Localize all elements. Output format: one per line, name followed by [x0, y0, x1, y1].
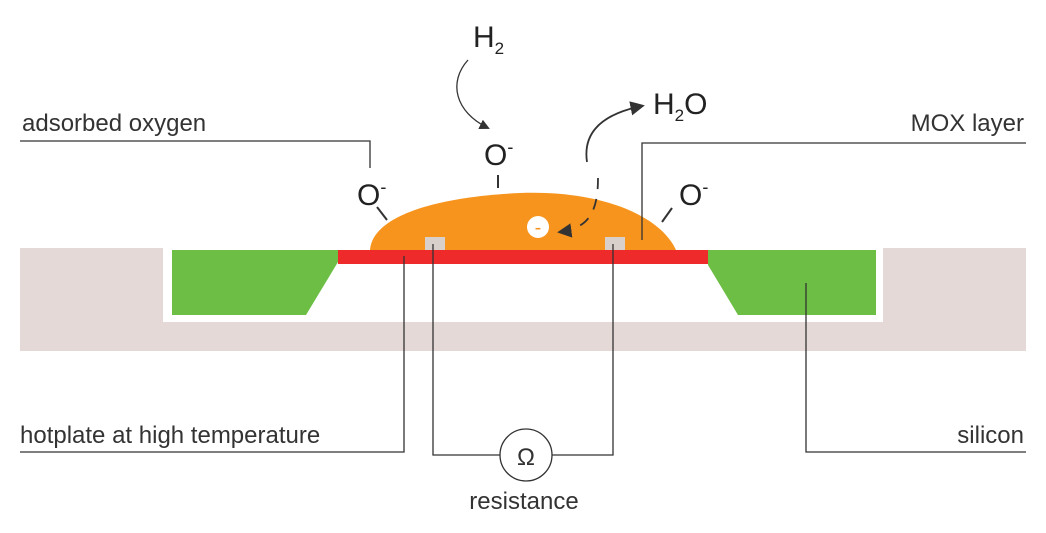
- h2o-label: H2O: [653, 88, 707, 125]
- oxygen-ion-left: O-: [357, 177, 386, 212]
- label-mox-layer: MOX layer: [911, 110, 1024, 137]
- ohmmeter-icon: [499, 428, 553, 482]
- h2-label: H2: [473, 21, 504, 58]
- ohm-symbol: Ω: [517, 444, 535, 471]
- label-resistance: resistance: [469, 488, 578, 515]
- label-hotplate: hotplate at high temperature: [20, 422, 320, 449]
- substrate-block: [20, 248, 1026, 351]
- silicon-block-left: [172, 250, 338, 315]
- silicon-block-right: [708, 250, 876, 315]
- leader-hotplate: [20, 256, 405, 453]
- mox-layer: [370, 192, 676, 250]
- circuit-wire-right: [552, 244, 614, 456]
- electrode-right: [605, 237, 625, 250]
- h2o-arrow: [585, 101, 645, 163]
- label-adsorbed-oxygen: adsorbed oxygen: [22, 110, 206, 137]
- hotplate: [338, 250, 708, 264]
- leader-mox-layer: [641, 142, 1026, 240]
- h2-arrow: [456, 59, 490, 130]
- electron-path-arrow: [557, 177, 599, 238]
- circuit-wire-left: [432, 244, 500, 456]
- label-silicon: silicon: [957, 422, 1024, 449]
- electron-sign: -: [535, 217, 542, 239]
- oxygen-tick-left: [376, 206, 388, 221]
- electrode-left: [425, 237, 445, 250]
- oxygen-ion-right: O-: [679, 177, 708, 212]
- leader-silicon: [805, 283, 1026, 453]
- leader-adsorbed-oxygen: [20, 140, 371, 168]
- oxygen-ion-top: O-: [484, 137, 513, 172]
- oxygen-tick-right: [661, 207, 673, 223]
- electron-icon: [527, 216, 549, 238]
